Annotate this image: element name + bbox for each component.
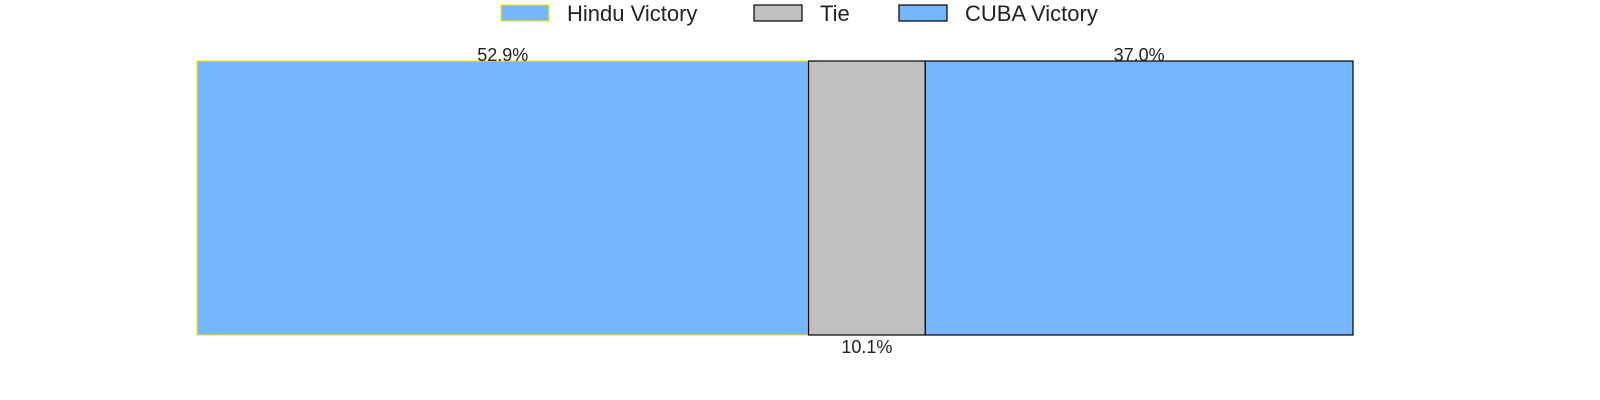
bar-group [196, 60, 1354, 336]
legend-swatch-hindu-victory [500, 4, 550, 22]
legend-item-hindu-victory: Hindu Victory [500, 1, 697, 26]
legend-label-cuba-victory: CUBA Victory [965, 1, 1098, 26]
legend-label-hindu-victory: Hindu Victory [567, 1, 697, 26]
data-label-hindu-victory: 52.9% [477, 45, 528, 65]
legend: Hindu Victory Tie CUBA Victory [500, 1, 1098, 26]
data-label-tie: 10.1% [841, 337, 892, 357]
legend-swatch-cuba-victory [898, 4, 948, 22]
bar-segment-hindu-victory [196, 60, 810, 336]
legend-item-cuba-victory: CUBA Victory [898, 1, 1098, 26]
legend-swatch-tie [753, 4, 803, 22]
bar-segment-tie [807, 60, 926, 336]
legend-item-tie: Tie [753, 1, 850, 26]
bar-segment-cuba-victory [924, 60, 1354, 336]
label-group: 52.9% 10.1% 37.0% [477, 45, 1164, 357]
legend-label-tie: Tie [820, 1, 850, 26]
data-label-cuba-victory: 37.0% [1114, 45, 1165, 65]
